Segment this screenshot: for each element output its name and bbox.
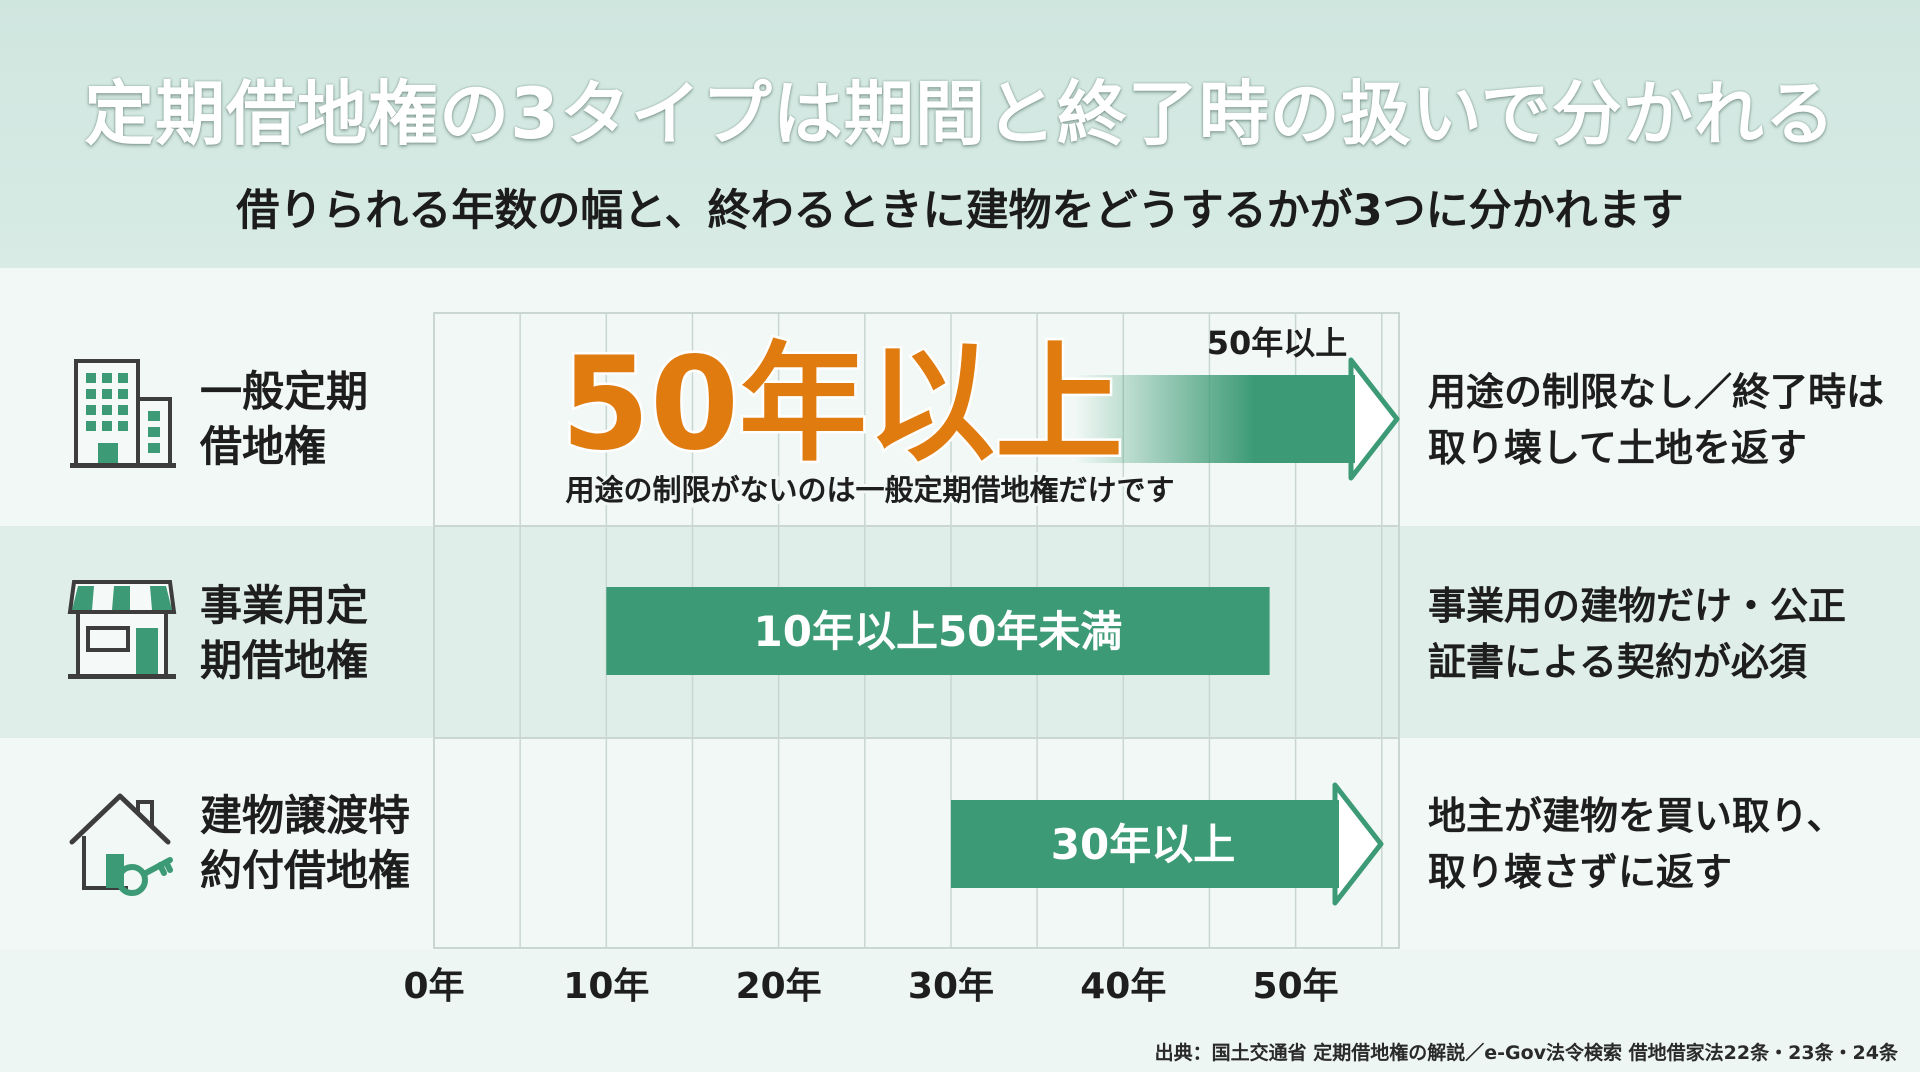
row-label-line: 事業用定	[200, 581, 369, 630]
x-tick-label: 50年	[1253, 966, 1339, 1007]
highlight-note: 用途の制限がないのは一般定期借地権だけです	[565, 473, 1174, 507]
row-label-general: 一般定期 借地権	[200, 364, 368, 474]
x-tick-label: 40年	[1080, 966, 1166, 1007]
row-label-line: 借地権	[200, 422, 327, 471]
source-citation: 出典：国土交通省 定期借地権の解説／e-Gov法令検索 借地借家法22条・23条…	[1154, 1042, 1898, 1064]
page-subtitle: 借りられる年数の幅と、終わるときに建物をどうするかが3つに分かれます	[236, 186, 1684, 236]
row-label-line: 期借地権	[200, 636, 369, 685]
row-desc-transfer: 地主が建物を買い取り、 取り壊さずに返す	[1428, 788, 1844, 900]
row-band-general	[0, 268, 1920, 526]
row-desc-line: 地主が建物を買い取り、	[1428, 794, 1845, 838]
x-tick-label: 20年	[736, 966, 822, 1007]
header-band	[0, 0, 1920, 268]
bar-arrow-head	[1348, 357, 1400, 481]
bar-arrow-head	[1332, 782, 1384, 906]
house-key-icon	[66, 790, 178, 910]
row-label-line: 建物譲渡特	[200, 791, 411, 840]
row-desc-line: 取り壊さずに返す	[1428, 850, 1733, 894]
row-label-transfer: 建物譲渡特 約付借地権	[200, 788, 410, 898]
row-desc-line: 証書による契約が必須	[1428, 640, 1807, 684]
row-desc-business: 事業用の建物だけ・公正 証書による契約が必須	[1428, 578, 1846, 690]
office-building-icon	[66, 355, 178, 475]
bar-label: 30年以上	[1051, 820, 1235, 869]
storefront-icon	[66, 574, 178, 694]
duration-bar	[1075, 375, 1351, 463]
bar-arrow-join	[1329, 800, 1339, 888]
row-desc-general: 用途の制限なし／終了時は 取り壊して土地を返す	[1428, 364, 1884, 476]
duration-bar	[606, 587, 1270, 675]
page-title: 定期借地権の3タイプは期間と終了時の扱いで分かれる	[84, 73, 1836, 155]
bar-label: 50年以上	[1207, 324, 1348, 362]
chart-frame	[433, 312, 1400, 949]
row-label-business: 事業用定 期借地権	[200, 578, 368, 688]
highlight-big-text: 50年以上	[561, 330, 1123, 479]
x-tick-label: 0年	[403, 966, 464, 1007]
row-desc-line: 取り壊して土地を返す	[1428, 426, 1807, 470]
row-desc-line: 用途の制限なし／終了時は	[1428, 370, 1885, 414]
row-label-line: 約付借地権	[200, 846, 411, 895]
chart-bars: 50年以上 10年以上50年未満 30年以上	[606, 324, 1400, 906]
x-tick-label: 10年	[563, 966, 649, 1007]
x-tick-label: 30年	[908, 966, 994, 1007]
bar-arrow-join	[1345, 375, 1355, 463]
bar-label: 10年以上50年未満	[754, 607, 1123, 656]
duration-bar	[950, 800, 1335, 888]
row-desc-line: 事業用の建物だけ・公正	[1428, 584, 1847, 628]
row-label-line: 一般定期	[200, 367, 369, 416]
x-axis-ticks: 0年 10年 20年 30年 40年 50年	[403, 966, 1338, 1007]
